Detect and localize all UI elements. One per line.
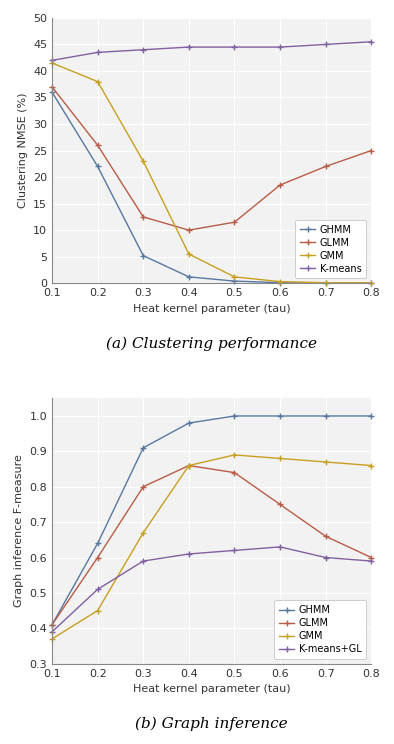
K-means+GL <box>323 553 328 562</box>
GMM <box>186 249 191 258</box>
GMM <box>369 461 374 470</box>
GLMM <box>323 162 328 171</box>
K-means <box>50 56 54 65</box>
Legend: GHMM, GLMM, GMM, K-means+GL: GHMM, GLMM, GMM, K-means+GL <box>275 600 366 658</box>
GHMM <box>232 277 237 286</box>
GLMM <box>232 218 237 227</box>
Text: (a) Clustering performance: (a) Clustering performance <box>106 336 317 350</box>
GMM <box>95 606 100 615</box>
GMM <box>278 278 282 286</box>
K-means+GL <box>186 550 191 559</box>
X-axis label: Heat kernel parameter (tau): Heat kernel parameter (tau) <box>133 304 290 314</box>
X-axis label: Heat kernel parameter (tau): Heat kernel parameter (tau) <box>133 684 290 694</box>
GLMM <box>186 225 191 234</box>
K-means <box>95 48 100 57</box>
GMM <box>232 450 237 459</box>
GHMM <box>278 278 282 287</box>
GHMM <box>186 419 191 428</box>
K-means+GL <box>278 542 282 551</box>
GLMM <box>50 83 54 92</box>
GMM <box>186 461 191 470</box>
GMM <box>95 77 100 86</box>
GLMM <box>95 141 100 150</box>
Y-axis label: Clustering NMSE (%): Clustering NMSE (%) <box>17 93 28 208</box>
Line: GMM: GMM <box>48 60 375 286</box>
K-means <box>141 45 146 54</box>
GMM <box>232 272 237 281</box>
GLMM <box>369 146 374 155</box>
GLMM <box>50 620 54 629</box>
GLMM <box>95 553 100 562</box>
Line: GMM: GMM <box>48 452 375 642</box>
GHMM <box>323 411 328 420</box>
Line: K-means: K-means <box>48 38 375 64</box>
GLMM <box>141 213 146 222</box>
GHMM <box>95 539 100 548</box>
GHMM <box>323 278 328 287</box>
GMM <box>50 59 54 68</box>
K-means+GL <box>232 546 237 555</box>
Y-axis label: Graph inference F-measure: Graph inference F-measure <box>14 455 24 607</box>
GLMM <box>141 482 146 491</box>
K-means+GL <box>50 627 54 636</box>
Line: GLMM: GLMM <box>48 462 375 628</box>
GMM <box>323 278 328 287</box>
GHMM <box>369 411 374 420</box>
GLMM <box>369 553 374 562</box>
K-means <box>323 40 328 49</box>
K-means+GL <box>369 557 374 565</box>
K-means <box>186 42 191 51</box>
GLMM <box>232 468 237 477</box>
GHMM <box>95 162 100 171</box>
Line: GHMM: GHMM <box>48 89 375 286</box>
GHMM <box>186 272 191 281</box>
K-means <box>278 42 282 51</box>
Line: K-means+GL: K-means+GL <box>48 543 375 635</box>
GLMM <box>323 532 328 541</box>
Line: GHMM: GHMM <box>48 412 375 628</box>
Line: GLMM: GLMM <box>48 83 375 234</box>
GHMM <box>141 443 146 452</box>
K-means <box>369 37 374 46</box>
K-means <box>232 42 237 51</box>
K-means+GL <box>95 585 100 594</box>
GMM <box>278 454 282 463</box>
GLMM <box>278 500 282 509</box>
GHMM <box>50 88 54 97</box>
Legend: GHMM, GLMM, GMM, K-means: GHMM, GLMM, GMM, K-means <box>296 220 366 278</box>
GMM <box>369 278 374 287</box>
GMM <box>141 157 146 166</box>
GMM <box>323 458 328 466</box>
GHMM <box>141 251 146 260</box>
Text: (b) Graph inference: (b) Graph inference <box>135 716 288 731</box>
GMM <box>141 528 146 537</box>
GLMM <box>278 181 282 190</box>
GLMM <box>186 461 191 470</box>
GHMM <box>278 411 282 420</box>
GMM <box>50 635 54 644</box>
GHMM <box>50 620 54 629</box>
GHMM <box>369 278 374 287</box>
GHMM <box>232 411 237 420</box>
K-means+GL <box>141 557 146 565</box>
